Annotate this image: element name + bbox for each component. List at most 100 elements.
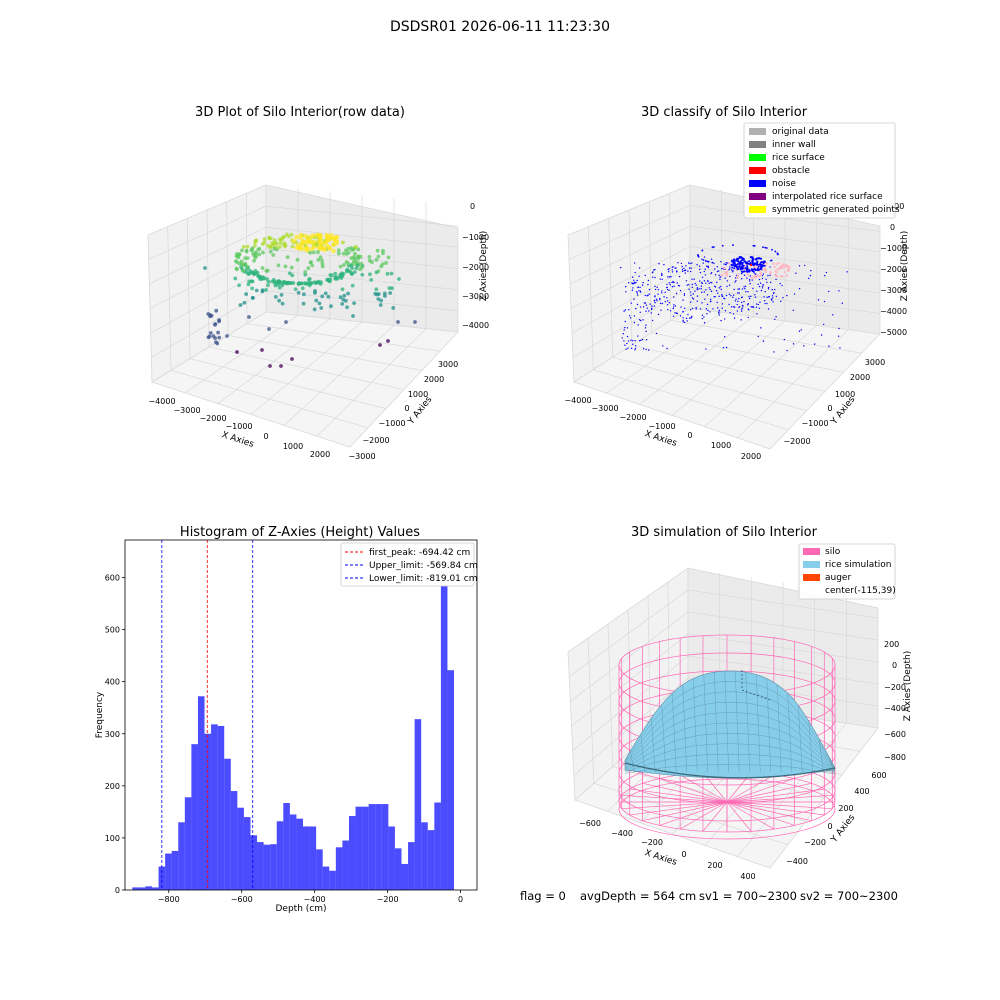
point — [687, 262, 690, 264]
point — [624, 344, 626, 346]
point — [260, 289, 265, 294]
rice-mesh-line — [693, 678, 698, 773]
point — [731, 259, 734, 262]
point — [783, 338, 786, 341]
z-tick-label: 200 — [884, 640, 899, 649]
point — [682, 310, 684, 313]
point — [713, 285, 716, 287]
histogram-bar — [165, 853, 172, 890]
point — [254, 250, 258, 255]
point — [654, 268, 656, 271]
point — [624, 285, 627, 288]
point — [703, 291, 705, 293]
point — [691, 262, 693, 264]
point — [729, 268, 731, 270]
point — [295, 257, 300, 262]
point — [703, 256, 706, 258]
gridline — [737, 723, 847, 857]
point — [254, 288, 259, 293]
point — [726, 280, 729, 282]
panel4-xticks: −600 −400 −200 0 200 400 — [579, 819, 756, 881]
point — [707, 260, 710, 263]
y-tick-label: −3000 — [348, 452, 375, 461]
point — [370, 260, 374, 265]
point — [728, 284, 731, 286]
point — [743, 274, 746, 277]
x-tick-label: 1000 — [711, 441, 731, 450]
point — [770, 298, 773, 300]
point — [775, 315, 777, 318]
point — [631, 276, 634, 278]
point — [293, 287, 298, 292]
point — [707, 265, 709, 267]
histogram-bar — [408, 842, 415, 890]
z-tick-label: 0 — [890, 223, 895, 232]
point — [214, 308, 219, 313]
legend-label: first_peak: -694.42 cm — [369, 548, 470, 558]
panel1-point-cloud — [203, 232, 417, 368]
point — [728, 266, 731, 268]
point — [669, 284, 671, 286]
panel4-zlabel: Z Axies (Depth) — [903, 651, 913, 722]
point — [349, 263, 354, 268]
point — [750, 268, 753, 271]
point — [655, 332, 658, 335]
point — [701, 249, 704, 252]
panel1-zticks: 0 −1000 −2000 −3000 −4000 — [462, 202, 489, 330]
point — [755, 303, 758, 305]
y-tick-label: 1000 — [835, 390, 855, 399]
point — [763, 260, 766, 263]
point — [661, 278, 663, 281]
y-tick-label: 3000 — [865, 358, 885, 367]
point — [286, 234, 291, 239]
point — [704, 298, 706, 300]
point — [707, 280, 709, 282]
point — [260, 266, 265, 270]
point — [710, 258, 713, 260]
point — [659, 278, 661, 280]
point — [319, 306, 324, 310]
point — [689, 317, 691, 319]
point — [718, 309, 721, 312]
point — [389, 271, 394, 276]
point — [747, 291, 749, 293]
point — [779, 275, 782, 278]
point — [664, 300, 667, 303]
point — [388, 291, 393, 295]
point — [699, 271, 702, 274]
point — [759, 282, 762, 284]
point — [641, 284, 644, 286]
y-tick-label: 3000 — [438, 360, 458, 369]
point — [247, 271, 252, 276]
point — [696, 300, 698, 302]
point — [772, 262, 775, 266]
point — [721, 268, 723, 270]
point — [713, 262, 715, 264]
point — [247, 315, 251, 319]
point — [746, 270, 749, 273]
point — [352, 251, 357, 256]
point — [742, 270, 745, 273]
y-tick-label: 200 — [838, 804, 853, 813]
histogram-bar — [211, 724, 218, 890]
point — [688, 288, 690, 291]
point — [716, 301, 718, 304]
panel2-title: 3D classify of Silo Interior — [641, 105, 808, 120]
point — [383, 294, 387, 298]
panel4-xlabel: X Axies — [643, 848, 678, 868]
legend-frame — [798, 543, 896, 600]
point — [682, 299, 684, 301]
point — [691, 307, 694, 310]
point — [732, 264, 735, 267]
point — [268, 364, 272, 368]
point — [755, 257, 758, 260]
point — [691, 297, 694, 299]
point — [657, 293, 659, 295]
point — [710, 272, 712, 275]
point — [756, 313, 758, 315]
rice-mesh-line — [624, 722, 836, 772]
avg-depth-text: avgDepth = 564 cm — [580, 889, 696, 903]
y-tick-label: 0 — [404, 404, 409, 413]
point — [331, 248, 336, 254]
point — [267, 235, 272, 240]
